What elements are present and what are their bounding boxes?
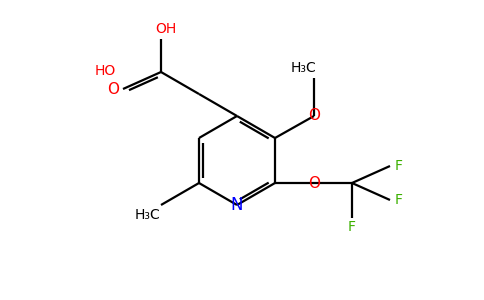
Text: HO: HO <box>94 64 116 78</box>
Text: F: F <box>348 220 356 234</box>
Text: H₃C: H₃C <box>291 61 317 75</box>
Text: H₃C: H₃C <box>134 208 160 222</box>
Text: F: F <box>395 159 403 173</box>
Text: O: O <box>308 176 320 190</box>
Text: F: F <box>395 193 403 207</box>
Text: N: N <box>231 196 243 214</box>
Text: O: O <box>107 82 119 97</box>
Text: O: O <box>308 109 320 124</box>
Text: OH: OH <box>155 22 177 36</box>
